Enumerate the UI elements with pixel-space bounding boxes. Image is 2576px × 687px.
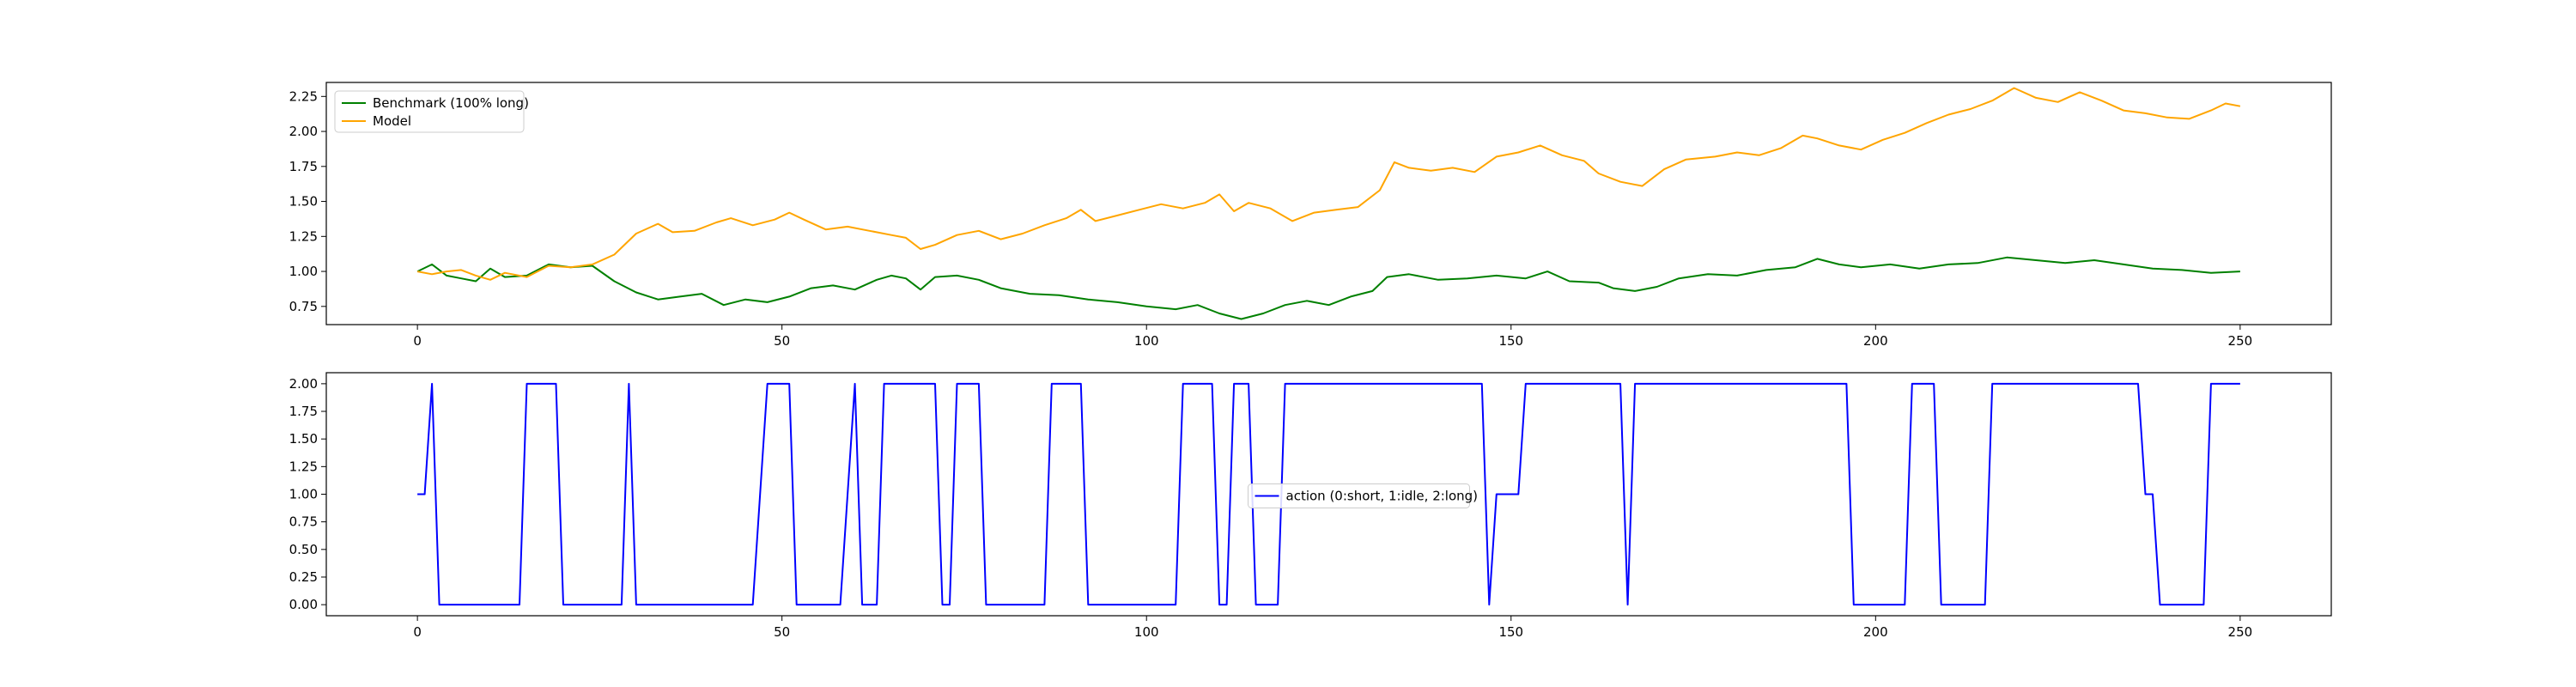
x-tick-label: 50 [774, 624, 790, 640]
y-tick-label: 1.50 [289, 194, 318, 210]
y-tick-label: 1.75 [289, 404, 318, 419]
x-tick-label: 0 [413, 333, 422, 349]
axes-frame [325, 82, 2332, 325]
legend-label: action (0:short, 1:idle, 2:long) [1286, 489, 1479, 504]
axes-frame [325, 372, 2332, 617]
legend-label: Model [373, 113, 411, 129]
bottom-chart-panel: 0 50 100 150 200 250 0.00 0.25 0.50 0.75 1.00 1.25 1… [289, 372, 2332, 640]
y-tick-label: 0.50 [289, 542, 318, 557]
series-line-action [417, 382, 2240, 606]
x-tick-label: 100 [1134, 624, 1159, 640]
y-tick-label: 2.25 [289, 88, 318, 104]
y-tick-label: 2.00 [289, 124, 318, 139]
legend-box [1248, 483, 1470, 508]
y-tick-label: 1.25 [289, 228, 318, 244]
series-line-benchmark [416, 256, 2240, 320]
y-tick-label: 1.50 [289, 431, 318, 447]
legend: action (0:short, 1:idle, 2:long) [1248, 483, 1479, 508]
x-tick-label: 0 [413, 624, 422, 640]
x-tick-label: 200 [1863, 333, 1888, 349]
y-tick-label: 1.00 [289, 264, 318, 279]
y-tick-label: 0.75 [289, 514, 318, 530]
y-tick-label: 1.00 [289, 487, 318, 502]
x-tick-label: 250 [2228, 624, 2253, 640]
x-tick-label: 250 [2228, 333, 2253, 349]
x-tick-label: 100 [1134, 333, 1159, 349]
y-tick-label: 0.00 [289, 597, 318, 612]
y-tick-label: 1.25 [289, 459, 318, 474]
y-tick-label: 1.75 [289, 159, 318, 174]
x-tick-label: 150 [1498, 624, 1523, 640]
top-chart-panel: 0 50 100 150 200 250 0.75 1.00 1.25 1.50 1.75 2.00 2… [289, 82, 2332, 349]
legend: Benchmark (100% long) Model [334, 90, 529, 133]
x-tick-label: 50 [774, 333, 790, 349]
x-tick-label: 200 [1863, 624, 1888, 640]
x-tick-label: 150 [1498, 333, 1523, 349]
y-tick-label: 0.75 [289, 299, 318, 314]
legend-box [334, 90, 525, 133]
series-line-model [416, 87, 2241, 281]
y-tick-label: 2.00 [289, 376, 318, 392]
y-tick-label: 0.25 [289, 569, 318, 585]
legend-label: Benchmark (100% long) [373, 95, 529, 111]
